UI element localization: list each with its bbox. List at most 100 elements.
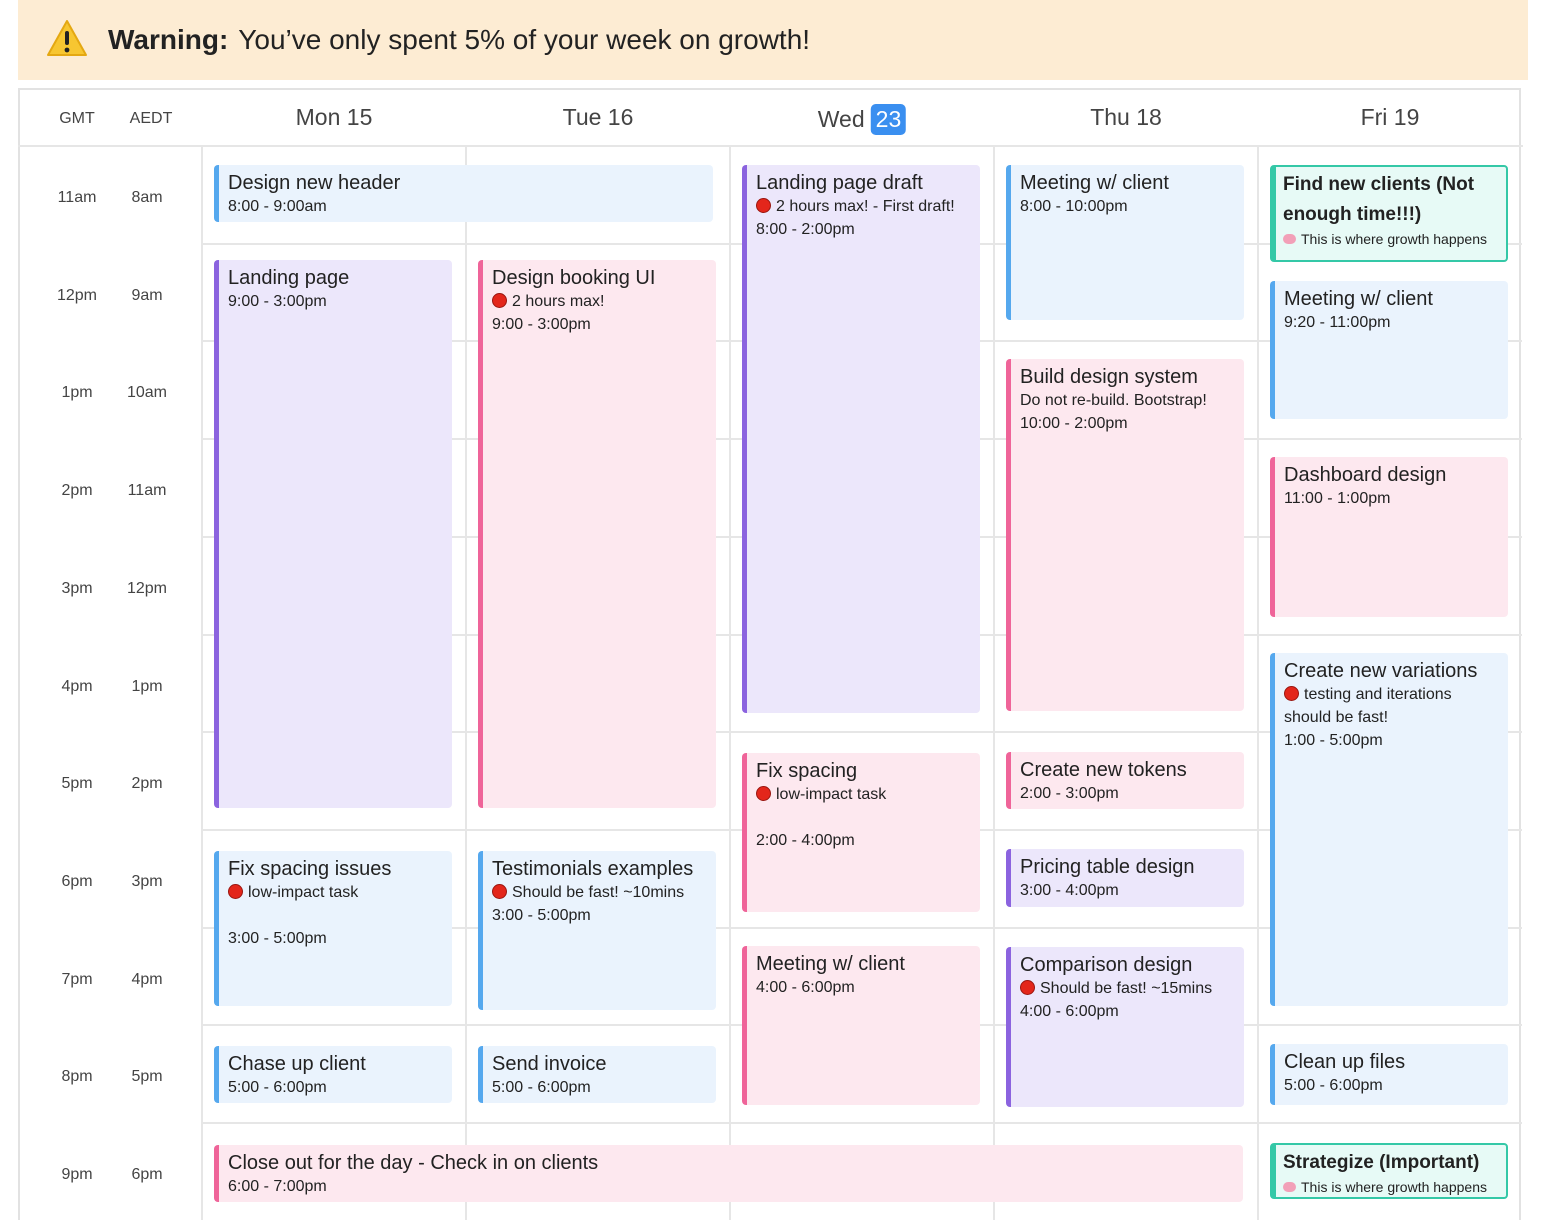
event-title: Pricing table design [1020, 856, 1195, 878]
day-header: Fri 19 [1361, 104, 1420, 131]
event-title: Create new tokens [1020, 759, 1187, 781]
event-title: Strategize (Important) [1283, 1152, 1480, 1173]
event-time: 5:00 - 6:00pm [492, 1079, 591, 1096]
calendar-event[interactable]: Create new tokens 2:00 - 3:00pm [1006, 752, 1244, 809]
event-note: Do not re-build. Bootstrap! [1020, 389, 1244, 412]
column-line [465, 146, 467, 1220]
calendar-event[interactable]: Comparison design Should be fast! ~15mins… [1006, 947, 1244, 1107]
gmt-hour: 12pm [56, 286, 98, 304]
event-title: Fix spacing issues [228, 858, 392, 880]
column-line [201, 146, 203, 1220]
calendar-event[interactable]: Design booking UI 2 hours max! 9:00 - 3:00… [478, 260, 716, 808]
hour-line [202, 731, 1522, 734]
event-note: low-impact task [228, 881, 452, 904]
gmt-hour: 9pm [61, 1166, 93, 1183]
aedt-hour: 11am [127, 482, 167, 500]
event-title: Landing page draft [756, 172, 923, 194]
aedt-hour: 6pm [131, 1166, 163, 1183]
event-note-text: Do not re-build. Bootstrap! [1020, 392, 1207, 409]
event-time: 3:00 - 4:00pm [1020, 882, 1119, 899]
event-note-text: low-impact task [248, 884, 359, 901]
event-time: 8:00 - 2:00pm [756, 221, 855, 238]
aedt-hour: 8am [131, 189, 163, 206]
event-time: 11:00 - 1:00pm [1284, 490, 1391, 507]
calendar-event[interactable]: Meeting w/ client 9:20 - 11:00pm [1270, 281, 1508, 419]
event-time: 8:00 - 9:00am [228, 198, 327, 215]
priority-dot [756, 198, 771, 213]
brain-icon [1283, 234, 1296, 244]
aedt-hour: 10am [126, 384, 168, 402]
calendar-event[interactable]: Pricing table design 3:00 - 4:00pm [1006, 849, 1244, 907]
calendar-event[interactable]: Close out for the day - Check in on clie… [214, 1145, 1243, 1202]
calendar-event[interactable]: Fix spacing issues low-impact task 3:00 - … [214, 851, 452, 1006]
event-title: Comparison design [1020, 954, 1193, 976]
calendar-event[interactable]: Fix spacing low-impact task 2:00 - 4:00pm [742, 753, 980, 912]
calendar-event[interactable]: Dashboard design 11:00 - 1:00pm [1270, 457, 1508, 617]
event-note-text: 2 hours max! - First draft! [776, 198, 955, 215]
priority-dot [492, 884, 507, 899]
warning-message: You’ve only spent 5% of your week on gro… [238, 24, 811, 55]
calendar-event[interactable]: Landing page 9:00 - 3:00pm [214, 260, 452, 808]
calendar-event[interactable]: Meeting w/ client 4:00 - 6:00pm [742, 946, 980, 1105]
event-title: Send invoice [492, 1053, 607, 1075]
event-time: 5:00 - 6:00pm [228, 1079, 327, 1096]
event-title: Create new variations [1284, 660, 1478, 682]
event-time: 9:20 - 11:00pm [1284, 314, 1391, 331]
event-time: 5:00 - 6:00pm [1284, 1077, 1383, 1094]
aedt-hour: 4pm [131, 970, 163, 988]
event-time: 9:00 - 3:00pm [492, 316, 591, 333]
event-note: This is where growth happens [1283, 1178, 1506, 1196]
day-header: Thu 18 [1090, 104, 1162, 131]
event-note-text: This is where growth happens [1301, 1179, 1487, 1195]
calendar-event[interactable]: Strategize (Important) This is where grow… [1270, 1143, 1508, 1199]
calendar-event[interactable]: Build design system Do not re-build. Boot… [1006, 359, 1244, 711]
gmt-hour: 11am [57, 189, 97, 206]
event-title: Meeting w/ client [1020, 172, 1169, 194]
day-name: Wed [817, 106, 865, 132]
calendar-event[interactable]: Create new variations testing and iterati… [1270, 653, 1508, 1006]
event-time: 4:00 - 6:00pm [756, 979, 855, 996]
gmt-hour: 6pm [61, 872, 93, 890]
day-name: Fri 19 [1360, 104, 1420, 130]
aedt-hour: 3pm [131, 872, 163, 890]
gmt-hour: 1pm [61, 384, 93, 402]
calendar-event[interactable]: Chase up client 5:00 - 6:00pm [214, 1046, 452, 1103]
day-header: Wed 23 [817, 104, 907, 135]
aedt-hour: 1pm [131, 677, 163, 695]
day-date-badge: 23 [870, 104, 907, 135]
column-line [1257, 146, 1259, 1220]
calendar-event[interactable]: Testimonials examples Should be fast! ~10… [478, 851, 716, 1010]
event-title: Dashboard design [1284, 464, 1447, 486]
priority-dot [228, 884, 243, 899]
calendar-event[interactable]: Design new header 8:00 - 9:00am [214, 165, 713, 222]
event-title: Build design system [1020, 366, 1198, 388]
column-line [729, 146, 731, 1220]
event-time: 3:00 - 5:00pm [492, 907, 591, 924]
priority-dot [1020, 980, 1035, 995]
event-title: Chase up client [228, 1053, 366, 1075]
event-title: Close out for the day - Check in on clie… [228, 1152, 599, 1174]
event-title: Landing page [228, 267, 350, 289]
priority-dot [492, 293, 507, 308]
timezone-label: GMT [59, 110, 95, 127]
calendar-event[interactable]: Landing page draft 2 hours max! - First d… [742, 165, 980, 713]
calendar-event[interactable]: Find new clients (Not enough time!!!) Thi… [1270, 165, 1508, 262]
calendar-event[interactable]: Clean up files 5:00 - 6:00pm [1270, 1044, 1508, 1105]
gmt-hour: 5pm [61, 775, 93, 793]
event-time: 2:00 - 3:00pm [1020, 785, 1119, 802]
event-title: Clean up files [1284, 1051, 1406, 1073]
aedt-hour: 2pm [131, 775, 163, 793]
event-time: 1:00 - 5:00pm [1284, 732, 1383, 749]
event-note: low-impact task [756, 783, 980, 806]
event-time: 3:00 - 5:00pm [228, 930, 327, 947]
warning-icon [47, 20, 87, 56]
event-note: Should be fast! ~15mins [1020, 977, 1244, 1000]
aedt-hour: 12pm [126, 579, 168, 597]
event-note-text: low-impact task [776, 786, 887, 803]
calendar-event[interactable]: Meeting w/ client 8:00 - 10:00pm [1006, 165, 1244, 320]
calendar-event[interactable]: Send invoice 5:00 - 6:00pm [478, 1046, 716, 1103]
header-divider [18, 145, 1523, 147]
warning-label: Warning: [108, 24, 229, 55]
event-note: This is where growth happens [1283, 230, 1506, 248]
